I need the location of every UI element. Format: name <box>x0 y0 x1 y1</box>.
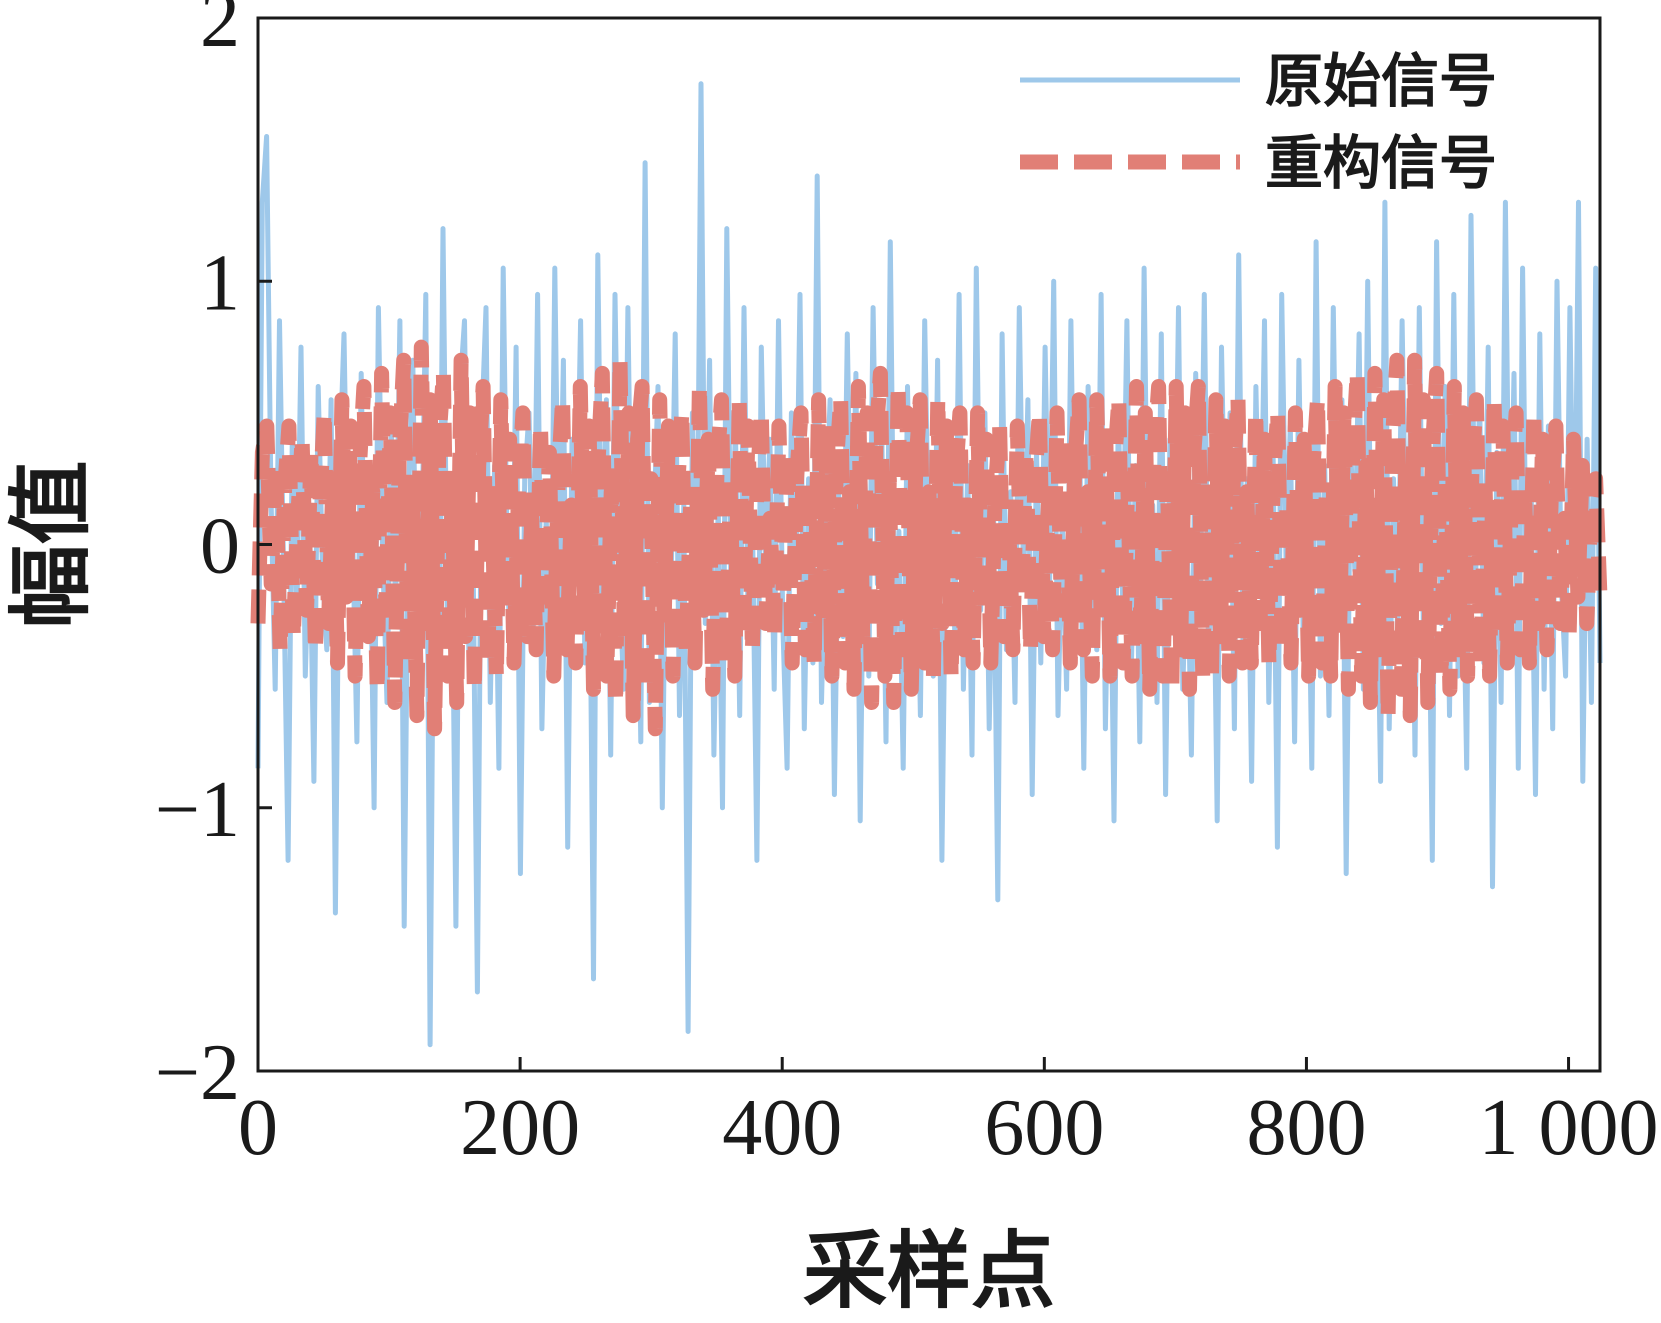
series-line-reconstructed <box>250 339 1608 737</box>
ticks-layer: 0 200 400 600 800 1 000 −2 −1 0 1 2 <box>155 0 1659 1172</box>
y-tick-label: 0 <box>200 503 240 591</box>
legend-label-original: 原始信号 <box>1265 47 1497 115</box>
x-tick-label: 1 000 <box>1479 1084 1659 1172</box>
x-tick-label: 600 <box>984 1084 1104 1172</box>
legend-label-reconstructed: 重构信号 <box>1265 129 1497 197</box>
series-layer <box>250 81 1608 1048</box>
x-tick-label: 200 <box>460 1084 580 1172</box>
legend: 原始信号 重构信号 <box>1020 47 1497 197</box>
y-tick-label: 1 <box>200 239 240 327</box>
x-tick-label: 400 <box>722 1084 842 1172</box>
x-tick-label: 0 <box>238 1084 278 1172</box>
y-tick-label: 2 <box>200 0 240 64</box>
x-axis-title: 采样点 <box>803 1222 1055 1320</box>
y-tick-label: −1 <box>155 766 240 854</box>
y-tick-label: −2 <box>155 1029 240 1117</box>
y-axis-title: 幅值 <box>2 460 100 628</box>
x-tick-label: 800 <box>1246 1084 1366 1172</box>
